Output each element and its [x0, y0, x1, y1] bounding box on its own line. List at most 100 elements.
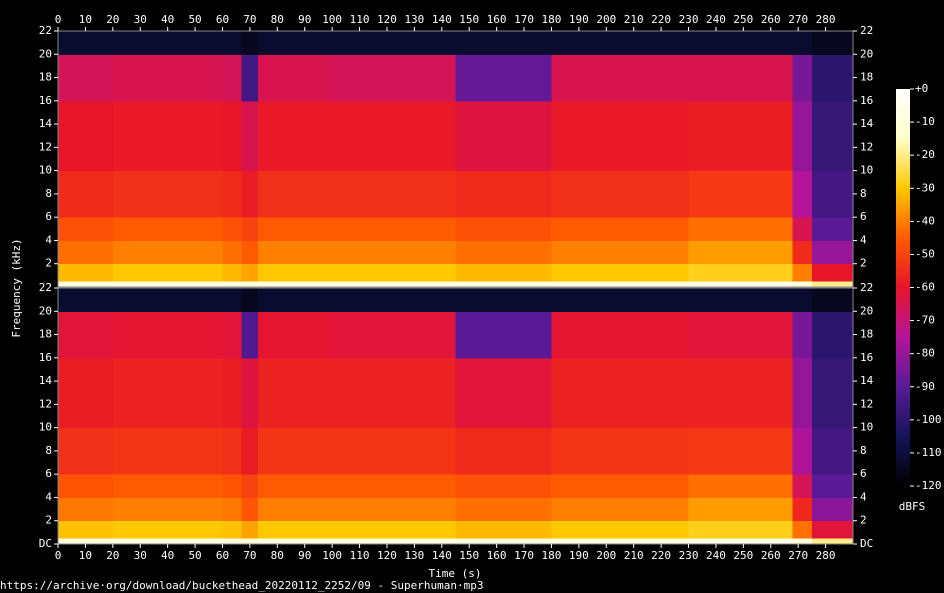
spectrogram-cell [551, 474, 690, 498]
spectrogram-cell [455, 54, 552, 102]
spectrogram-cell [811, 281, 854, 288]
colorbar-tick-label: -20 [915, 148, 935, 161]
y-tick-label: 22 [860, 24, 873, 37]
spectrogram-cell [241, 100, 259, 172]
x-tick-label: 220 [651, 13, 671, 26]
spectrogram-cell [167, 31, 223, 55]
spectrogram-cell [551, 520, 690, 539]
x-tick-label: 120 [377, 13, 397, 26]
y-tick-label: 20 [39, 304, 52, 317]
spectrogram-cell [455, 100, 552, 172]
x-tick-label: 190 [569, 549, 589, 562]
spectrogram-cell [241, 497, 259, 522]
spectrogram-cell [811, 170, 854, 218]
spectrogram-cell [241, 281, 259, 288]
spectrogram-cell [688, 240, 794, 265]
colorbar-tick-label: -60 [915, 281, 935, 294]
spectrogram-cell [551, 263, 690, 282]
x-tick-label: 180 [542, 549, 562, 562]
y-tick-label: DC [860, 537, 873, 550]
x-tick-label: 230 [679, 549, 699, 562]
spectrogram-cell [112, 281, 169, 288]
spectrogram-cell [688, 54, 794, 102]
spectrogram-cell [222, 281, 243, 288]
x-tick-label: 0 [55, 13, 62, 26]
y-tick-label: 22 [39, 281, 52, 294]
spectrogram-cell [258, 281, 333, 288]
x-tick-label: 280 [816, 549, 836, 562]
spectrogram-cell [551, 240, 690, 265]
spectrogram-cell [241, 474, 259, 498]
spectrogram-cell [688, 357, 794, 429]
spectrogram-cell [222, 54, 243, 102]
spectrogram-cell [241, 31, 259, 55]
spectrogram-cell [241, 170, 259, 218]
footer: https://archive·org/download/buckethead_… [0, 579, 483, 592]
spectrogram-cell [112, 520, 169, 539]
x-tick-label: 160 [487, 549, 507, 562]
spectrogram-cell [811, 217, 854, 241]
spectrogram-cell [688, 497, 794, 522]
y-tick-label: 8 [45, 444, 52, 457]
x-tick-label: 30 [134, 549, 147, 562]
spectrogram-cell [811, 100, 854, 172]
spectrogram-cell [112, 54, 169, 102]
spectrogram-cell [167, 427, 223, 475]
spectrogram-cell [167, 54, 223, 102]
spectrogram-cell [792, 520, 813, 539]
x-tick-label: 240 [706, 13, 726, 26]
colorbar-tick-label: -100 [915, 413, 942, 426]
spectrogram-cell [811, 240, 854, 265]
spectrogram-cell [688, 170, 794, 218]
spectrogram-cell [792, 474, 813, 498]
spectrogram-cell [455, 240, 552, 265]
spectrogram-cell [258, 54, 333, 102]
spectrogram-cell [58, 281, 114, 288]
spectrogram-cell [222, 474, 243, 498]
x-tick-label: 50 [188, 13, 201, 26]
x-tick-label: 60 [216, 13, 229, 26]
spectrogram-cell [792, 311, 813, 359]
y-tick-label: 12 [860, 140, 873, 153]
spectrogram-cell [332, 217, 456, 241]
spectrogram-cell [258, 311, 333, 359]
spectrogram-cell [811, 357, 854, 429]
x-tick-label: 250 [733, 549, 753, 562]
y-tick-label: 22 [39, 24, 52, 37]
spectrogram-cell [167, 170, 223, 218]
spectrogram-cell [792, 281, 813, 288]
spectrogram-cell [241, 311, 259, 359]
x-tick-label: 70 [243, 549, 256, 562]
colorbar-tick-label: -110 [915, 446, 942, 459]
spectrogram-cell [258, 263, 333, 282]
spectrogram-cell [258, 427, 333, 475]
x-tick-label: 220 [651, 549, 671, 562]
spectrogram-cell [222, 31, 243, 55]
spectrogram-cell [792, 31, 813, 55]
panel-frame [57, 30, 854, 288]
x-tick-label: 110 [350, 13, 370, 26]
y-tick-label: 18 [860, 328, 873, 341]
spectrogram-cell [811, 520, 854, 539]
spectrogram-cell [551, 170, 690, 218]
x-tick-label: 40 [161, 13, 174, 26]
spectrogram-cell [688, 263, 794, 282]
spectrogram-cell [258, 217, 333, 241]
spectrogram-cell [222, 538, 243, 545]
spectrogram-cell [241, 54, 259, 102]
spectrogram-cell [792, 217, 813, 241]
spectrogram-cell [222, 497, 243, 522]
spectrogram-cell [332, 474, 456, 498]
spectrogram-cell [688, 538, 794, 545]
spectrogram-cell [455, 281, 552, 288]
x-tick-label: 150 [459, 549, 479, 562]
x-tick-label: 120 [377, 549, 397, 562]
spectrogram-cell [58, 100, 114, 172]
spectrogram-cell [688, 474, 794, 498]
spectrogram-cell [112, 31, 169, 55]
y-tick-label: 18 [39, 328, 52, 341]
x-tick-label: 250 [733, 13, 753, 26]
spectrogram-cell [222, 357, 243, 429]
y-tick-label: 12 [860, 397, 873, 410]
